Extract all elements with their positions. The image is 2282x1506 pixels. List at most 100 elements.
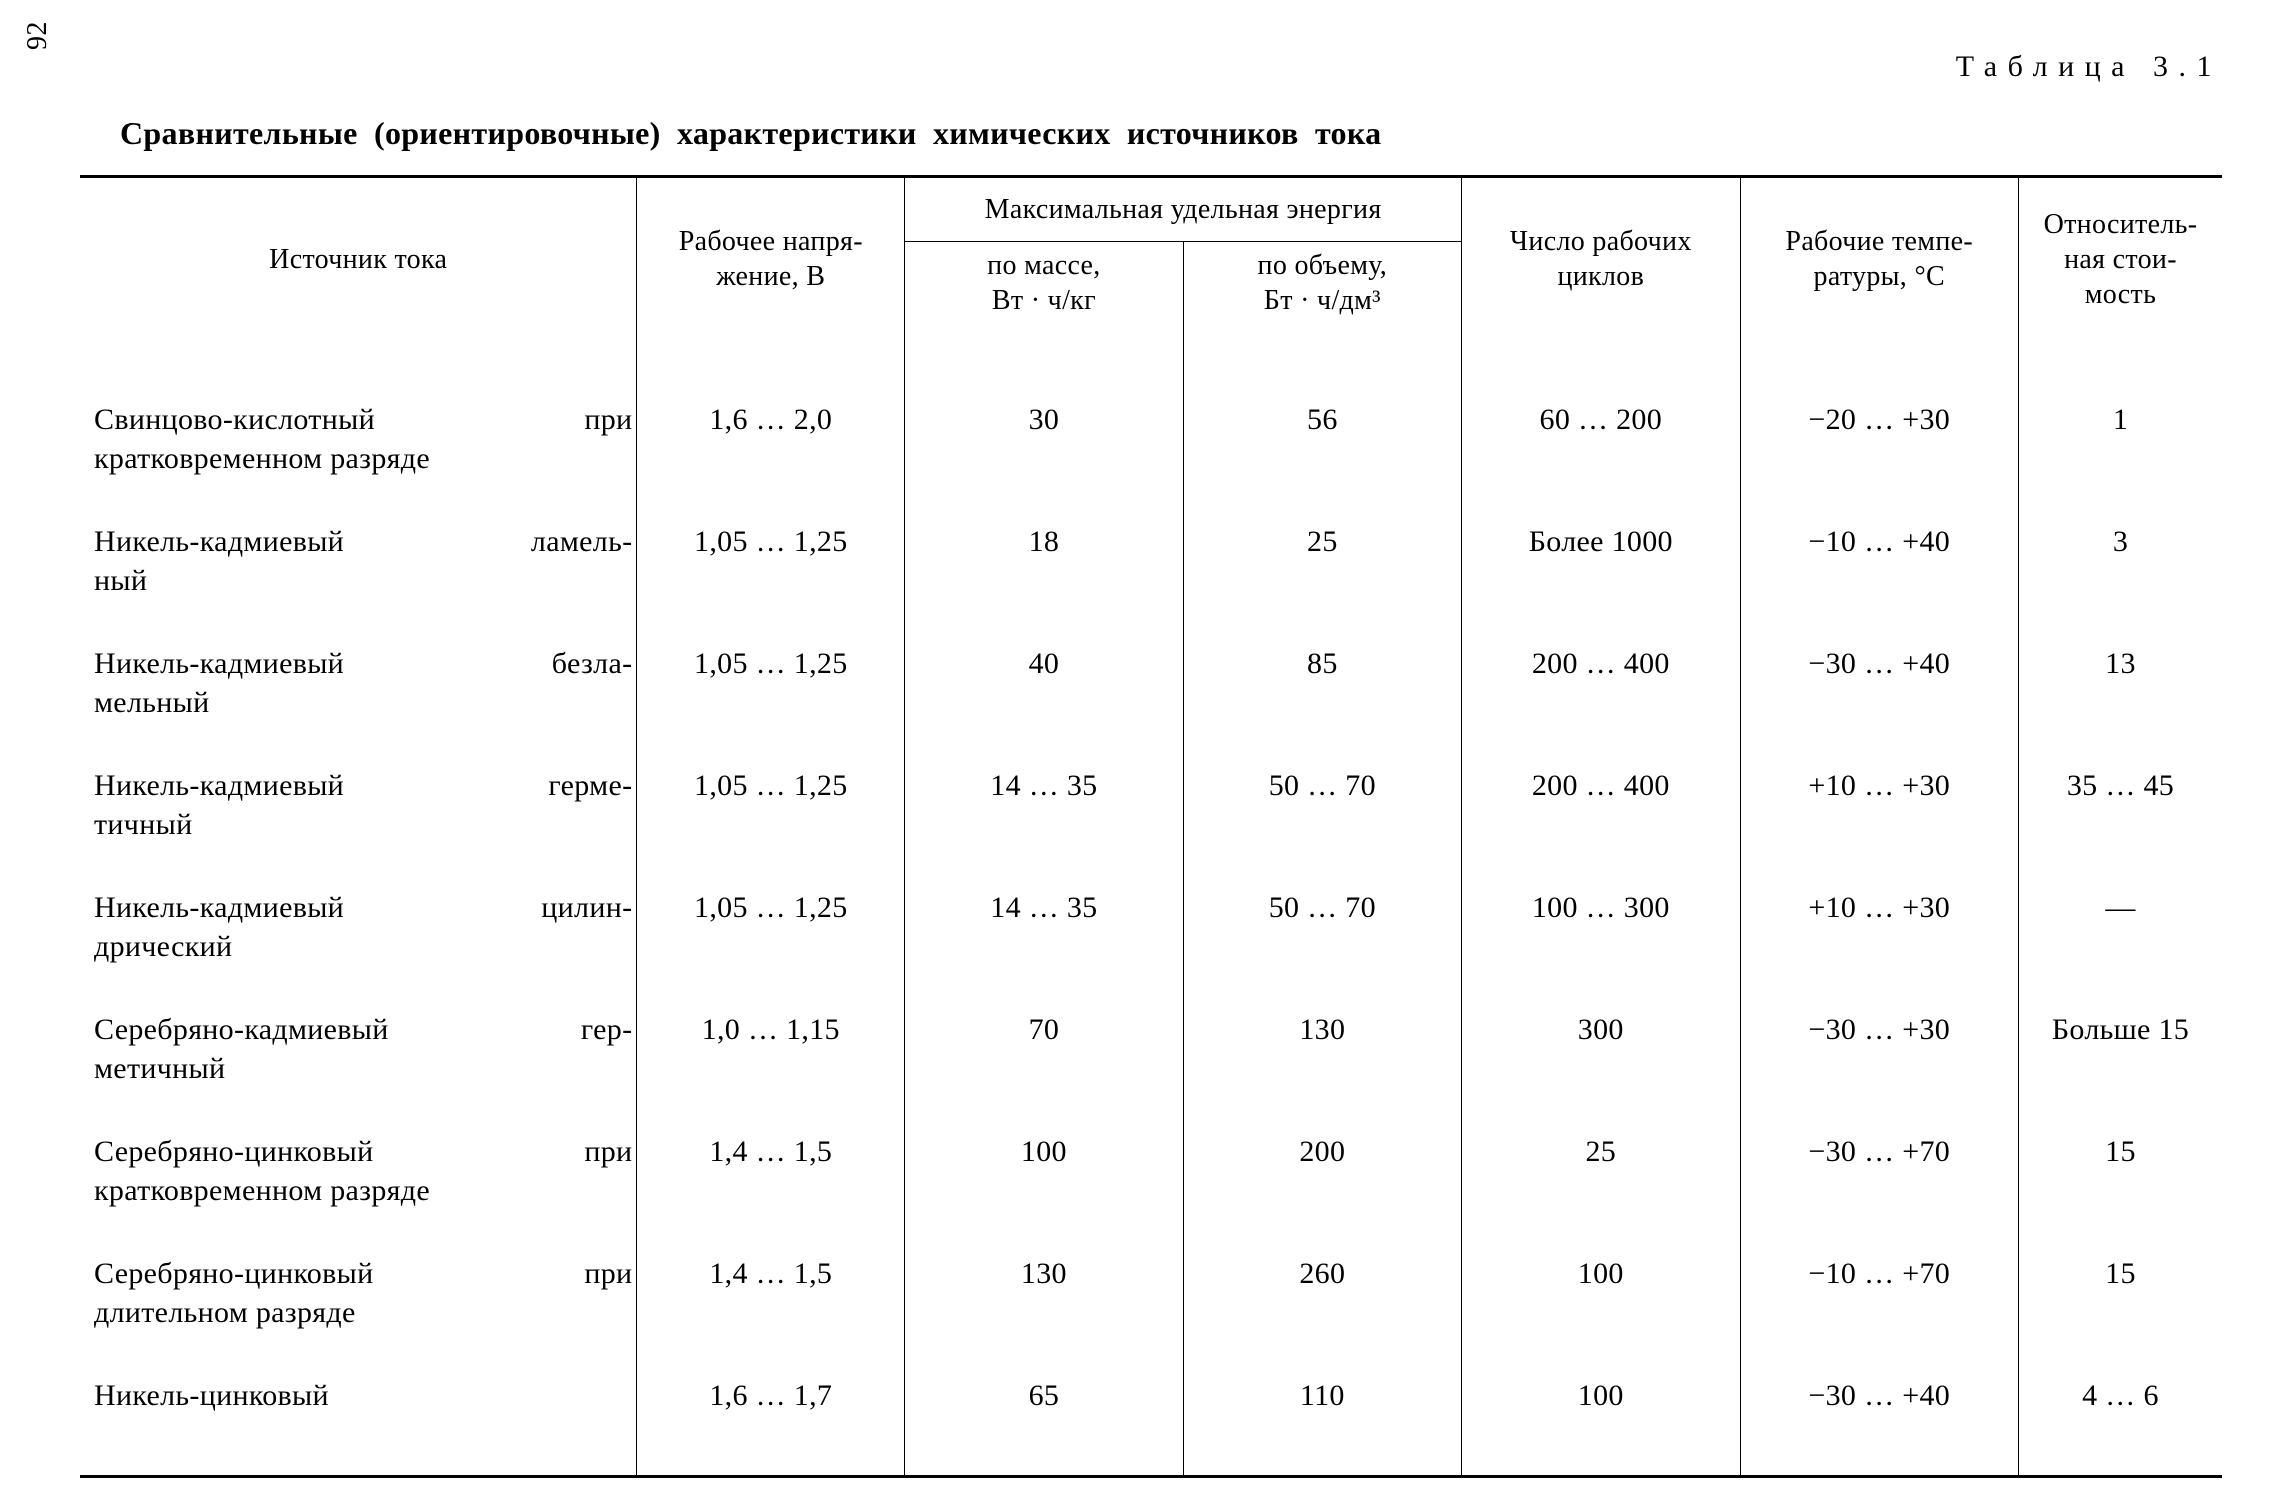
- cell-cycles: Более 1000: [1462, 500, 1740, 622]
- cell-temp: −30 … +40: [1740, 1354, 2018, 1477]
- cell-by-mass: 14 … 35: [905, 744, 1183, 866]
- cell-source-line1: Никель-кадмиевый безла-: [94, 647, 632, 680]
- cell-by-mass: 100: [905, 1110, 1183, 1232]
- cell-source-line1: Свинцово-кислотный при: [94, 403, 632, 436]
- cell-source-line1: Никель-кадмиевый ламель-: [94, 525, 632, 558]
- cell-cycles: 100: [1462, 1232, 1740, 1354]
- col-header-energy: Максимальная удельная энергия: [905, 177, 1462, 242]
- col-header-cycles: Число рабочихциклов: [1462, 177, 1740, 341]
- cell-voltage: 1,05 … 1,25: [637, 622, 905, 744]
- cell-cost: 35 … 45: [2018, 744, 2222, 866]
- cell-voltage: 1,4 … 1,5: [637, 1110, 905, 1232]
- cell-temp: −30 … +40: [1740, 622, 2018, 744]
- table-row: Никель-кадмиевый ламель-ный1,05 … 1,2518…: [80, 500, 2222, 622]
- cell-voltage: 1,6 … 2,0: [637, 340, 905, 500]
- table-container: Источник тока Рабочее напря-жение, В Мак…: [80, 175, 2222, 1478]
- cell-cost: 15: [2018, 1232, 2222, 1354]
- table-row: Серебряно-цинковый придлительном разряде…: [80, 1232, 2222, 1354]
- cell-source: Никель-цинковый: [80, 1354, 637, 1477]
- cell-by-mass: 70: [905, 988, 1183, 1110]
- cell-temp: −10 … +70: [1740, 1232, 2018, 1354]
- cell-temp: +10 … +30: [1740, 866, 2018, 988]
- table-row: Никель-кадмиевый герме-тичный1,05 … 1,25…: [80, 744, 2222, 866]
- cell-cost: Больше 15: [2018, 988, 2222, 1110]
- cell-source-line1: Никель-кадмиевый цилин-: [94, 891, 632, 924]
- characteristics-table: Источник тока Рабочее напря-жение, В Мак…: [80, 175, 2222, 1478]
- cell-voltage: 1,6 … 1,7: [637, 1354, 905, 1477]
- table-row: Серебряно-цинковый прикратковременном ра…: [80, 1110, 2222, 1232]
- cell-by-mass: 30: [905, 340, 1183, 500]
- table-row: Никель-кадмиевый безла-мельный1,05 … 1,2…: [80, 622, 2222, 744]
- table-title: Сравнительные (ориентировочные) характер…: [120, 115, 1381, 152]
- cell-source-line1: Серебряно-цинковый при: [94, 1135, 632, 1168]
- cell-by-vol: 200: [1183, 1110, 1461, 1232]
- cell-source-line2: дрический: [94, 927, 632, 966]
- cell-cost: 15: [2018, 1110, 2222, 1232]
- table-row: Серебряно-кадмиевый гер-метичный1,0 … 1,…: [80, 988, 2222, 1110]
- cell-cost: 13: [2018, 622, 2222, 744]
- cell-source-line2: длительном разряде: [94, 1293, 632, 1332]
- table-header: Источник тока Рабочее напря-жение, В Мак…: [80, 177, 2222, 341]
- cell-cycles: 200 … 400: [1462, 622, 1740, 744]
- cell-by-mass: 14 … 35: [905, 866, 1183, 988]
- cell-source: Свинцово-кислотный прикратковременном ра…: [80, 340, 637, 500]
- cell-temp: −30 … +70: [1740, 1110, 2018, 1232]
- cell-by-vol: 260: [1183, 1232, 1461, 1354]
- cell-source: Никель-кадмиевый цилин-дрический: [80, 866, 637, 988]
- table-body: Свинцово-кислотный прикратковременном ра…: [80, 340, 2222, 1477]
- cell-source-line2: кратковременном разряде: [94, 1171, 632, 1210]
- cell-source: Никель-кадмиевый безла-мельный: [80, 622, 637, 744]
- table-row: Свинцово-кислотный прикратковременном ра…: [80, 340, 2222, 500]
- col-header-source: Источник тока: [80, 177, 637, 341]
- cell-source: Серебряно-кадмиевый гер-метичный: [80, 988, 637, 1110]
- cell-cost: 1: [2018, 340, 2222, 500]
- cell-by-vol: 50 … 70: [1183, 866, 1461, 988]
- cell-source-line1: Серебряно-кадмиевый гер-: [94, 1013, 632, 1046]
- cell-temp: −30 … +30: [1740, 988, 2018, 1110]
- cell-cycles: 25: [1462, 1110, 1740, 1232]
- cell-voltage: 1,05 … 1,25: [637, 744, 905, 866]
- cell-by-mass: 18: [905, 500, 1183, 622]
- cell-temp: −10 … +40: [1740, 500, 2018, 622]
- cell-source-line1: Серебряно-цинковый при: [94, 1257, 632, 1290]
- cell-cycles: 300: [1462, 988, 1740, 1110]
- cell-source: Серебряно-цинковый прикратковременном ра…: [80, 1110, 637, 1232]
- cell-source: Серебряно-цинковый придлительном разряде: [80, 1232, 637, 1354]
- cell-by-vol: 50 … 70: [1183, 744, 1461, 866]
- page-number: 92: [22, 21, 54, 50]
- cell-cycles: 100: [1462, 1354, 1740, 1477]
- cell-voltage: 1,05 … 1,25: [637, 866, 905, 988]
- cell-cycles: 200 … 400: [1462, 744, 1740, 866]
- cell-source-line2: ный: [94, 561, 632, 600]
- cell-by-vol: 56: [1183, 340, 1461, 500]
- table-row: Никель-цинковый1,6 … 1,765110100−30 … +4…: [80, 1354, 2222, 1477]
- col-header-by-vol: по объему,Бт · ч/дм³: [1183, 242, 1461, 341]
- cell-voltage: 1,05 … 1,25: [637, 500, 905, 622]
- cell-by-vol: 110: [1183, 1354, 1461, 1477]
- cell-temp: +10 … +30: [1740, 744, 2018, 866]
- cell-voltage: 1,0 … 1,15: [637, 988, 905, 1110]
- cell-voltage: 1,4 … 1,5: [637, 1232, 905, 1354]
- cell-cost: 4 … 6: [2018, 1354, 2222, 1477]
- cell-source: Никель-кадмиевый герме-тичный: [80, 744, 637, 866]
- col-header-temp: Рабочие темпе-ратуры, °С: [1740, 177, 2018, 341]
- cell-temp: −20 … +30: [1740, 340, 2018, 500]
- col-header-voltage: Рабочее напря-жение, В: [637, 177, 905, 341]
- cell-cycles: 100 … 300: [1462, 866, 1740, 988]
- cell-source-line2: тичный: [94, 805, 632, 844]
- cell-by-vol: 130: [1183, 988, 1461, 1110]
- cell-by-mass: 40: [905, 622, 1183, 744]
- cell-source: Никель-кадмиевый ламель-ный: [80, 500, 637, 622]
- cell-source-line2: кратковременном разряде: [94, 439, 632, 478]
- col-header-cost: Относитель-ная стои-мость: [2018, 177, 2222, 341]
- cell-by-vol: 25: [1183, 500, 1461, 622]
- table-number: Таблица 3.1: [1956, 50, 2222, 84]
- cell-by-vol: 85: [1183, 622, 1461, 744]
- table-row: Никель-кадмиевый цилин-дрический1,05 … 1…: [80, 866, 2222, 988]
- cell-cost: —: [2018, 866, 2222, 988]
- cell-by-mass: 130: [905, 1232, 1183, 1354]
- col-header-by-mass: по массе,Вт · ч/кг: [905, 242, 1183, 341]
- cell-source-line1: Никель-цинковый: [94, 1379, 329, 1412]
- cell-cost: 3: [2018, 500, 2222, 622]
- cell-source-line2: метичный: [94, 1049, 632, 1088]
